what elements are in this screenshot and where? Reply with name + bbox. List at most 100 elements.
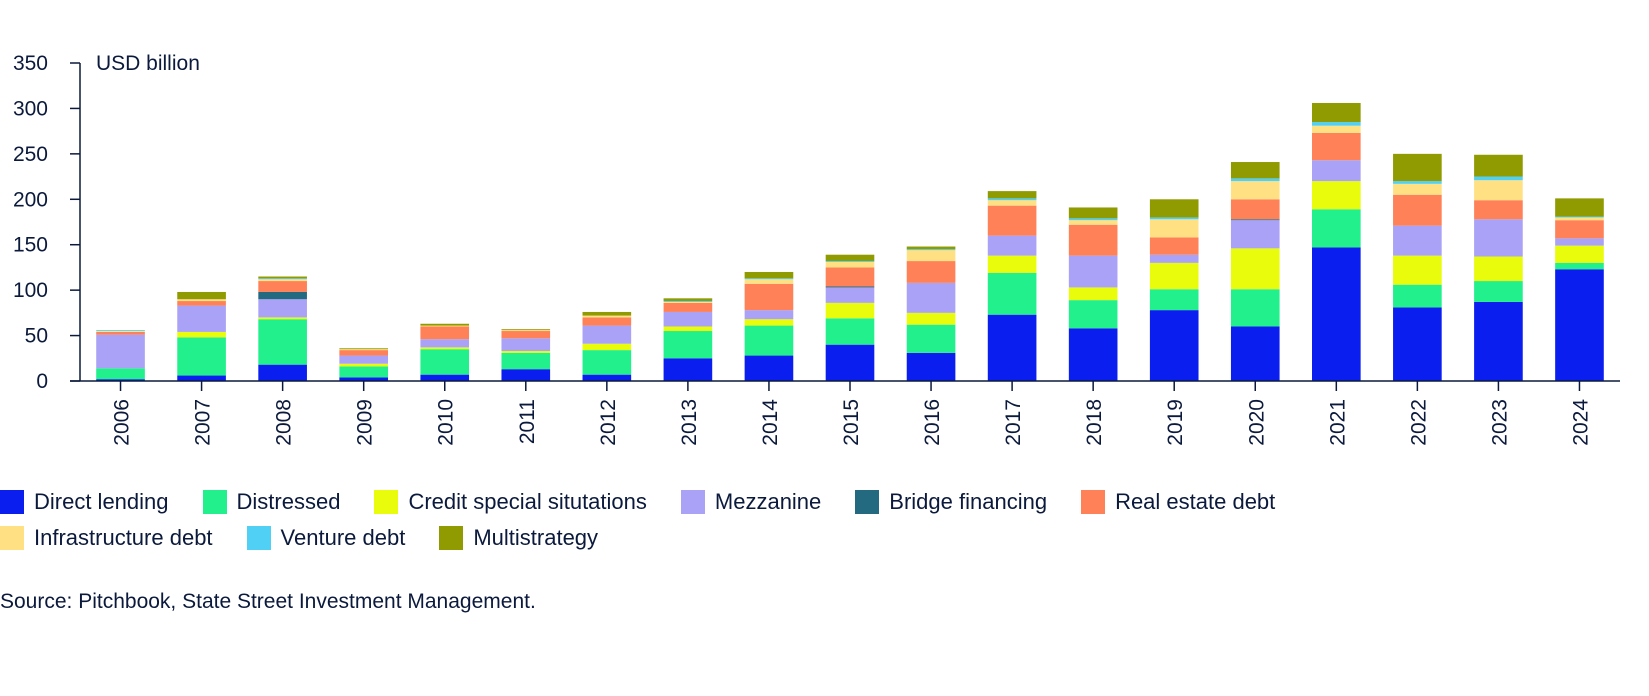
bar-segment: Infrastructure debt 2021: 8 bbox=[1312, 125, 1361, 133]
legend-item: Distressed bbox=[202, 489, 340, 515]
bar-segment: Mezzanine 2023: 41 bbox=[1474, 219, 1523, 257]
bar-segment: Distressed 2024: 7 bbox=[1555, 262, 1604, 270]
legend-item: Bridge financing bbox=[855, 489, 1047, 515]
bar-segment: Real estate debt 2016: 24 bbox=[906, 261, 956, 283]
legend-label: Direct lending bbox=[34, 489, 169, 514]
legend-label: Mezzanine bbox=[714, 489, 822, 514]
bar-stack-2011: Direct lending 2011: 13Distressed 2011: … bbox=[501, 329, 551, 381]
bar-segment: Infrastructure debt 2018: 5 bbox=[1068, 220, 1118, 225]
bar-segment: Venture debt 2013: 1 bbox=[663, 301, 713, 302]
y-tick-label: 350 bbox=[13, 52, 48, 75]
bar-segment: Infrastructure debt 2006: 1 bbox=[96, 331, 145, 332]
bar-segment: Venture debt 2017: 2 bbox=[987, 198, 1037, 201]
bar-segment: Distressed 2012: 27 bbox=[582, 350, 632, 375]
bar-segment: Infrastructure debt 2012: 2 bbox=[582, 315, 632, 318]
bar-segment: Real estate debt 2015: 21 bbox=[825, 267, 875, 287]
x-tick-label: 2014 bbox=[759, 399, 782, 446]
bar-segment: Real estate debt 2008: 12 bbox=[258, 281, 307, 292]
bar-stack-2010: Direct lending 2010: 7Distressed 2010: 2… bbox=[420, 323, 470, 381]
bar-segment: Multistrategy 2024: 20 bbox=[1555, 198, 1604, 217]
bar-segment: Credit special situtations 2007: 6 bbox=[177, 331, 226, 338]
bar-segment: Direct lending 2011: 13 bbox=[501, 369, 551, 381]
bar-segment: Distressed 2023: 23 bbox=[1474, 281, 1523, 302]
bar-segment: Direct lending 2023: 87 bbox=[1474, 301, 1523, 381]
legend-swatch bbox=[0, 490, 24, 514]
bar-segment: Direct lending 2018: 58 bbox=[1068, 328, 1118, 381]
bar-segment: Mezzanine 2020: 31 bbox=[1230, 220, 1280, 249]
bar-stack-2013: Direct lending 2013: 25Distressed 2013: … bbox=[663, 298, 713, 381]
bar-segment: Multistrategy 2016: 3 bbox=[906, 246, 956, 250]
y-tick-label: 0 bbox=[36, 370, 48, 393]
legend-label: Venture debt bbox=[280, 525, 406, 550]
y-tick-label: 50 bbox=[25, 325, 48, 348]
x-tick-label: 2015 bbox=[840, 399, 863, 446]
x-tick-label: 2011 bbox=[516, 399, 539, 444]
bar-segment: Infrastructure debt 2013: 1 bbox=[663, 301, 713, 303]
bar-segment: Distressed 2013: 30 bbox=[663, 331, 713, 359]
legend-label: Real estate debt bbox=[1115, 489, 1276, 514]
bar-stack-2009: Direct lending 2009: 4Distressed 2009: 1… bbox=[339, 348, 388, 381]
bar-segment: Credit special situtations 2017: 19 bbox=[987, 255, 1037, 273]
bar-segment: Mezzanine 2021: 23 bbox=[1312, 160, 1361, 182]
x-tick-label: 2022 bbox=[1407, 399, 1430, 446]
x-tick-label: 2009 bbox=[354, 399, 377, 446]
y-tick-label: 200 bbox=[13, 188, 48, 211]
bar-segment: Venture debt 2019: 2 bbox=[1149, 217, 1199, 220]
bar-segment: Venture debt 2020: 3 bbox=[1230, 178, 1280, 182]
bar-segment: Distressed 2011: 18 bbox=[501, 352, 551, 370]
legend-swatch bbox=[680, 490, 705, 514]
bar-segment: Multistrategy 2010: 2 bbox=[420, 323, 470, 326]
bar-segment: Multistrategy 2017: 8 bbox=[987, 191, 1037, 199]
bar-segment: Direct lending 2024: 123 bbox=[1555, 269, 1604, 381]
bar-stack-2023: Direct lending 2023: 87Distressed 2023: … bbox=[1474, 154, 1523, 381]
legend-item: Venture debt bbox=[246, 525, 406, 551]
bar-segment: Venture debt 2018: 2 bbox=[1068, 218, 1118, 221]
bar-segment: Credit special situtations 2008: 2 bbox=[258, 317, 307, 320]
bar-segment: Infrastructure debt 2023: 22 bbox=[1474, 180, 1523, 201]
bar-segment: Infrastructure debt 2024: 3 bbox=[1555, 217, 1604, 221]
bar-segment: Direct lending 2016: 31 bbox=[906, 352, 956, 381]
bar-segment: Direct lending 2017: 73 bbox=[987, 314, 1037, 381]
bar-segment: Infrastructure debt 2014: 5 bbox=[744, 279, 794, 284]
bar-segment: Direct lending 2013: 25 bbox=[663, 358, 713, 381]
bar-segment: Credit special situtations 2014: 7 bbox=[744, 319, 794, 326]
bar-segment: Mezzanine 2016: 33 bbox=[906, 282, 956, 313]
x-tick-label: 2006 bbox=[111, 399, 134, 446]
bar-segment: Credit special situtations 2018: 14 bbox=[1068, 287, 1118, 301]
bar-segment: Infrastructure debt 2007: 2 bbox=[177, 299, 226, 302]
bar-segment: Direct lending 2010: 7 bbox=[420, 374, 470, 381]
x-tick-label: 2023 bbox=[1488, 399, 1511, 446]
legend-item: Direct lending bbox=[0, 489, 169, 515]
bar-segment: Multistrategy 2021: 21 bbox=[1312, 102, 1361, 123]
bar-segment: Direct lending 2022: 81 bbox=[1393, 307, 1442, 381]
bar-segment: Venture debt 2022: 3 bbox=[1393, 181, 1442, 184]
bar-segment: Infrastructure debt 2009: 1 bbox=[339, 349, 388, 351]
legend-label: Bridge financing bbox=[889, 489, 1048, 514]
x-tick-label: 2017 bbox=[1002, 399, 1025, 446]
bar-segment: Bridge financing 2020: 1 bbox=[1230, 219, 1280, 221]
bar-stack-2015: Direct lending 2015: 40Distressed 2015: … bbox=[825, 254, 875, 381]
bar-segment: Credit special situtations 2010: 2 bbox=[420, 347, 470, 350]
bar-segment: Real estate debt 2006: 3 bbox=[96, 331, 145, 335]
bar-segment: Infrastructure debt 2011: 1 bbox=[501, 330, 551, 332]
bar-segment: Direct lending 2009: 4 bbox=[339, 377, 388, 381]
bar-segment: Multistrategy 2014: 7 bbox=[744, 271, 794, 279]
y-axis: 0 50 100 150 200 250 300 350 bbox=[13, 52, 81, 393]
bar-segment: Infrastructure debt 2010: 1 bbox=[420, 325, 470, 327]
legend-row: Infrastructure debt Venture debt Multistra… bbox=[0, 520, 1640, 556]
bar-segment: Mezzanine 2011: 14 bbox=[501, 338, 551, 352]
bar-segment: Credit special situtations 2024: 19 bbox=[1555, 245, 1604, 263]
bar-stack-2014: Direct lending 2014: 28Distressed 2014: … bbox=[744, 271, 794, 381]
x-tick-label: 2021 bbox=[1326, 399, 1349, 446]
bar-segment: Distressed 2017: 46 bbox=[987, 272, 1037, 315]
bar-segment: Distressed 2020: 41 bbox=[1230, 289, 1280, 327]
bar-segment: Credit special situtations 2019: 29 bbox=[1149, 262, 1199, 290]
bar-segment: Venture debt 2016: 1 bbox=[906, 249, 956, 251]
x-tick-label: 2020 bbox=[1245, 399, 1268, 446]
bar-segment: Infrastructure debt 2008: 2 bbox=[258, 279, 307, 282]
x-tick-label: 2019 bbox=[1164, 399, 1187, 446]
bar-segment: Direct lending 2007: 6 bbox=[177, 375, 226, 381]
bar-stack-2017: Direct lending 2017: 73Distressed 2017: … bbox=[987, 191, 1037, 381]
bar-segment: Real estate debt 2010: 14 bbox=[420, 326, 470, 340]
bar-segment: Venture debt 2006: 1 bbox=[96, 330, 145, 332]
